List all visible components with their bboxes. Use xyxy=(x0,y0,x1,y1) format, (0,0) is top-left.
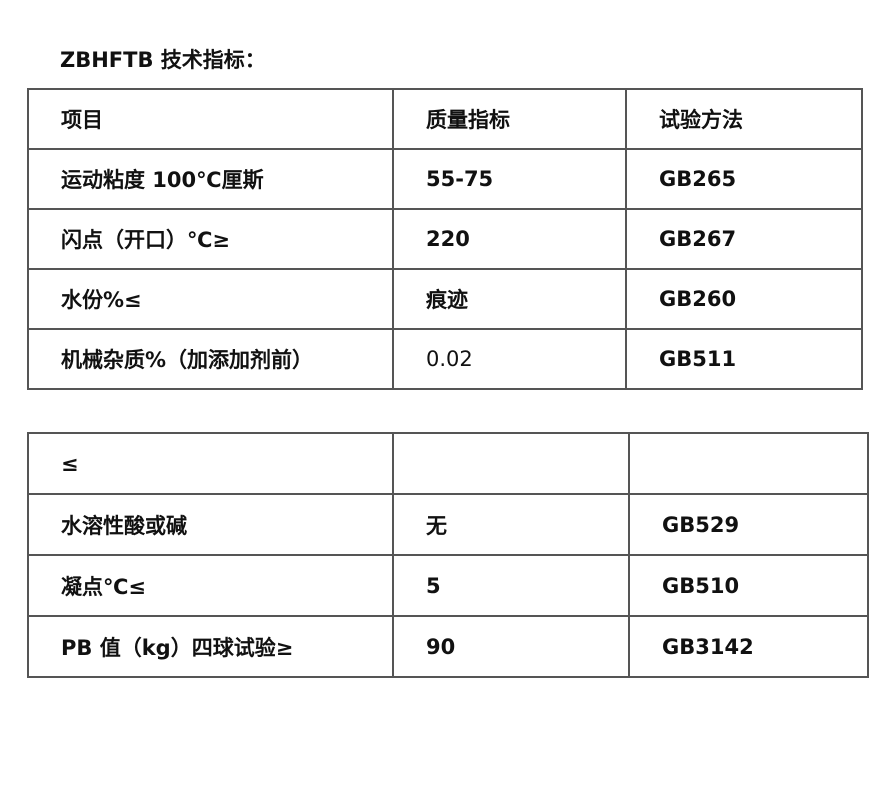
header-item: 项目 xyxy=(27,88,394,150)
cell-item: PB 值（kg）四球试验≥ xyxy=(27,615,394,678)
cell-method: GB511 xyxy=(625,328,863,390)
cell-item: 运动粘度 100℃厘斯 xyxy=(27,148,394,210)
header-test-method: 试验方法 xyxy=(625,88,863,150)
cell-item: 凝点℃≤ xyxy=(27,554,394,617)
table-row: PB 值（kg）四球试验≥ 90 GB3142 xyxy=(27,615,869,678)
cell-value: 0.02 xyxy=(392,328,627,390)
cell-method: GB267 xyxy=(625,208,863,270)
cell-item: 闪点（开口）℃≥ xyxy=(27,208,394,270)
header-quality-index: 质量指标 xyxy=(392,88,627,150)
table-row: 机械杂质%（加添加剂前） 0.02 GB511 xyxy=(27,328,863,390)
cell-value xyxy=(392,432,630,495)
cell-value: 5 xyxy=(392,554,630,617)
cell-method xyxy=(628,432,869,495)
table-row: 凝点℃≤ 5 GB510 xyxy=(27,554,869,617)
cell-method: GB260 xyxy=(625,268,863,330)
table-row: 水份%≤ 痕迹 GB260 xyxy=(27,268,863,330)
table-header-row: 项目 质量指标 试验方法 xyxy=(27,88,863,150)
cell-item: ≤ xyxy=(27,432,394,495)
spec-table-1: 项目 质量指标 试验方法 运动粘度 100℃厘斯 55-75 GB265 闪点（… xyxy=(27,88,863,390)
cell-method: GB510 xyxy=(628,554,869,617)
spec-table-2: ≤ 水溶性酸或碱 无 GB529 凝点℃≤ 5 GB510 PB 值（kg）四球… xyxy=(27,432,869,678)
cell-item: 水溶性酸或碱 xyxy=(27,493,394,556)
table-row: 运动粘度 100℃厘斯 55-75 GB265 xyxy=(27,148,863,210)
table-row: 水溶性酸或碱 无 GB529 xyxy=(27,493,869,556)
cell-value: 55-75 xyxy=(392,148,627,210)
cell-method: GB3142 xyxy=(628,615,869,678)
cell-value: 220 xyxy=(392,208,627,270)
cell-method: GB529 xyxy=(628,493,869,556)
table-row: 闪点（开口）℃≥ 220 GB267 xyxy=(27,208,863,270)
cell-value: 痕迹 xyxy=(392,268,627,330)
cell-method: GB265 xyxy=(625,148,863,210)
cell-item: 机械杂质%（加添加剂前） xyxy=(27,328,394,390)
cell-item: 水份%≤ xyxy=(27,268,394,330)
table-row: ≤ xyxy=(27,432,869,495)
cell-value: 90 xyxy=(392,615,630,678)
document-title: ZBHFTB 技术指标： xyxy=(60,48,266,72)
cell-value: 无 xyxy=(392,493,630,556)
